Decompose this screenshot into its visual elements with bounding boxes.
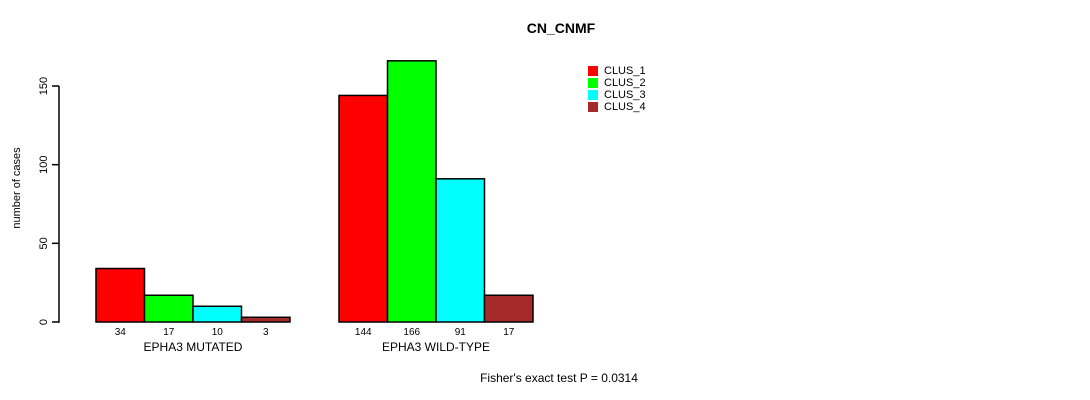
legend-swatch-clus-1 — [588, 66, 598, 76]
y-axis-title: number of cases — [11, 147, 23, 229]
legend-item-clus-3: CLUS_3 — [588, 89, 646, 101]
y-tick-label: 150 — [38, 77, 50, 95]
category-label-epha3-mutated: EPHA3 MUTATED — [144, 340, 243, 354]
y-tick-label: 0 — [38, 319, 50, 325]
bar-value-label: 91 — [455, 327, 467, 338]
bar-value-label: 17 — [503, 327, 515, 338]
category-label-epha3-wild-type: EPHA3 WILD-TYPE — [382, 340, 490, 354]
legend-label: CLUS_4 — [604, 101, 646, 113]
legend-label: CLUS_1 — [604, 65, 646, 77]
chart-title: CN_CNMF — [526, 20, 596, 36]
annotation-text: Fisher's exact test P = 0.0314 — [480, 371, 638, 385]
bar-clus-3-epha3-wild-type — [435, 178, 486, 323]
bar-clus-1-epha3-mutated — [95, 267, 146, 323]
bar-value-label: 3 — [263, 327, 269, 338]
legend: CLUS_1 CLUS_2 CLUS_3 CLUS_4 — [588, 65, 646, 113]
legend-label: CLUS_2 — [604, 77, 646, 89]
y-tick-label: 50 — [38, 237, 50, 249]
legend-item-clus-4: CLUS_4 — [588, 101, 646, 113]
legend-label: CLUS_3 — [604, 89, 646, 101]
legend-swatch-clus-2 — [588, 78, 598, 88]
bar-clus-3-epha3-mutated — [192, 305, 243, 323]
bar-value-label: 144 — [355, 327, 372, 338]
y-tick-label: 100 — [38, 155, 50, 173]
legend-swatch-clus-4 — [588, 102, 598, 112]
bar-value-label: 166 — [403, 327, 420, 338]
bar-clus-2-epha3-wild-type — [386, 60, 437, 323]
bar-value-label: 10 — [212, 327, 224, 338]
legend-item-clus-2: CLUS_2 — [588, 77, 646, 89]
bar-value-label: 34 — [115, 327, 127, 338]
legend-item-clus-1: CLUS_1 — [588, 65, 646, 77]
bar-value-label: 17 — [163, 327, 175, 338]
bar-clus-4-epha3-mutated — [240, 316, 291, 323]
bar-clus-4-epha3-wild-type — [483, 294, 534, 323]
bar-clus-2-epha3-mutated — [143, 294, 194, 323]
bar-clus-1-epha3-wild-type — [338, 94, 389, 323]
legend-swatch-clus-3 — [588, 90, 598, 100]
